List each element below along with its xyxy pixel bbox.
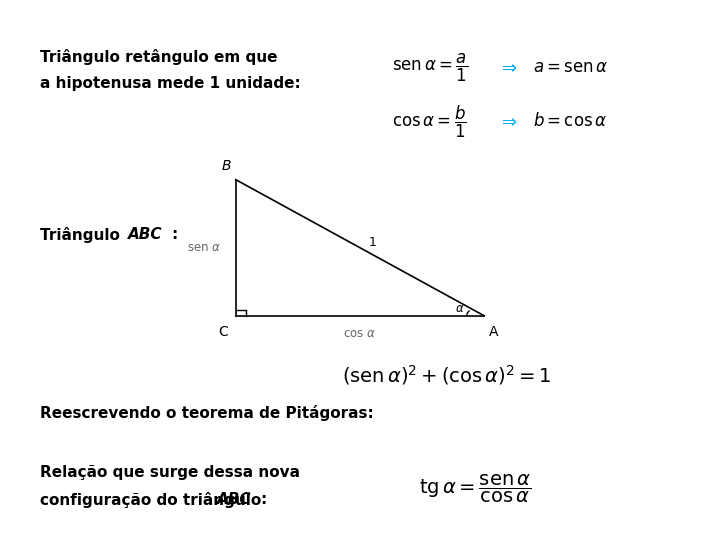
- Text: Triângulo retângulo em que: Triângulo retângulo em que: [40, 49, 277, 65]
- Text: C: C: [219, 325, 228, 339]
- Text: $\mathrm{tg}\,\alpha = \dfrac{\mathrm{sen}\,\alpha}{\cos\alpha}$: $\mathrm{tg}\,\alpha = \dfrac{\mathrm{se…: [419, 472, 531, 505]
- Text: $b = \cos\alpha$: $b = \cos\alpha$: [533, 112, 607, 131]
- Text: :: :: [261, 492, 267, 507]
- Text: Reescrevendo o teorema de Pitágoras:: Reescrevendo o teorema de Pitágoras:: [40, 405, 374, 421]
- Text: 1: 1: [369, 236, 377, 249]
- Text: configuração do triângulo: configuração do triângulo: [40, 491, 266, 508]
- Text: B: B: [221, 159, 230, 173]
- Text: Triângulo: Triângulo: [40, 227, 125, 243]
- Text: A: A: [490, 325, 499, 339]
- Text: $\cos\alpha = \dfrac{b}{1}$: $\cos\alpha = \dfrac{b}{1}$: [392, 103, 467, 140]
- Text: Relação que surge dessa nova: Relação que surge dessa nova: [40, 465, 300, 480]
- Text: $(\mathrm{sen}\,\alpha)^2 + (\cos\alpha)^2 = 1$: $(\mathrm{sen}\,\alpha)^2 + (\cos\alpha)…: [342, 363, 551, 387]
- Text: $\Rightarrow$: $\Rightarrow$: [498, 112, 518, 131]
- Text: $\mathrm{sen}\,\alpha = \dfrac{a}{1}$: $\mathrm{sen}\,\alpha = \dfrac{a}{1}$: [392, 51, 469, 84]
- Text: $a = \mathrm{sen}\,\alpha$: $a = \mathrm{sen}\,\alpha$: [533, 58, 608, 77]
- Text: cos $\alpha$: cos $\alpha$: [343, 327, 377, 340]
- Text: a hipotenusa mede 1 unidade:: a hipotenusa mede 1 unidade:: [40, 76, 300, 91]
- Text: sen $\alpha$: sen $\alpha$: [187, 241, 221, 254]
- Text: $\Rightarrow$: $\Rightarrow$: [498, 58, 518, 77]
- Text: ABC: ABC: [128, 227, 163, 242]
- Text: ABC: ABC: [217, 492, 252, 507]
- Text: $\alpha$: $\alpha$: [454, 302, 464, 315]
- Text: :: :: [171, 227, 178, 242]
